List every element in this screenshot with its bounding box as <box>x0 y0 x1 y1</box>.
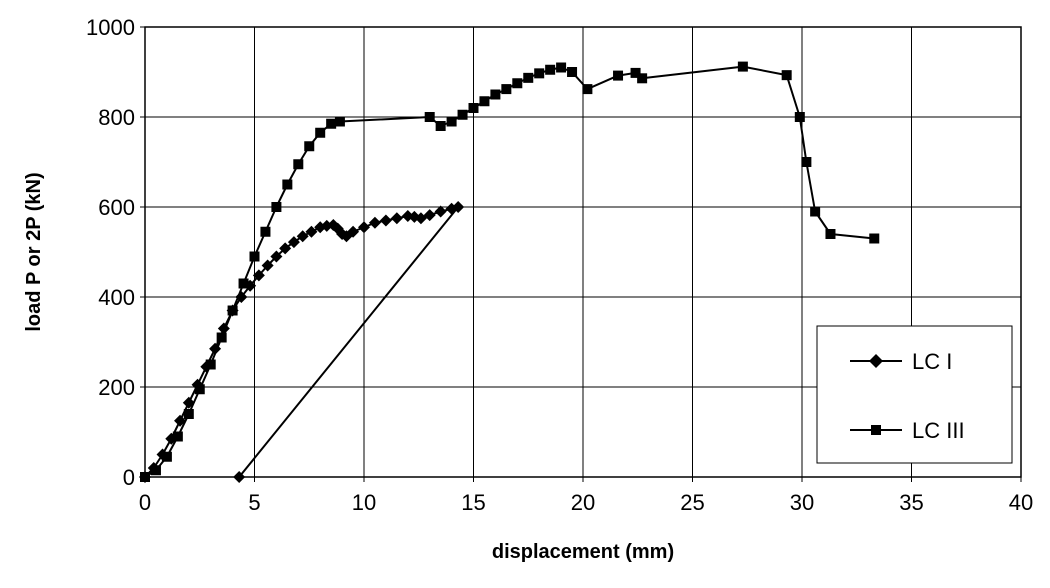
data-point <box>326 118 337 129</box>
x-tick-label: 35 <box>899 490 923 515</box>
data-point <box>252 269 265 282</box>
data-point <box>737 61 748 72</box>
x-tick-label: 0 <box>139 490 151 515</box>
data-point <box>260 226 271 237</box>
x-tick-label: 15 <box>461 490 485 515</box>
data-point <box>296 230 309 243</box>
data-point <box>271 202 282 212</box>
data-point <box>249 251 260 262</box>
data-point <box>172 431 183 442</box>
legend-box <box>816 325 1013 464</box>
data-point <box>490 89 501 100</box>
data-point <box>457 109 468 120</box>
data-point <box>315 127 326 138</box>
data-point <box>567 67 578 77</box>
data-point <box>334 116 345 127</box>
data-point <box>501 84 512 95</box>
x-tick-label: 5 <box>248 490 260 515</box>
data-point <box>293 159 304 170</box>
x-tick-label: 20 <box>571 490 595 515</box>
legend: LC I LC III <box>816 325 1013 464</box>
data-point <box>810 206 821 217</box>
data-point <box>282 179 293 190</box>
data-point <box>523 72 534 83</box>
x-tick-label: 25 <box>680 490 704 515</box>
y-tick-label: 800 <box>98 105 135 130</box>
legend-marker-lc1 <box>869 354 883 368</box>
data-point <box>781 70 792 81</box>
legend-label-lc3: LC III <box>912 418 965 443</box>
data-point <box>287 236 300 249</box>
data-point <box>358 221 370 234</box>
x-tick-label: 30 <box>790 490 814 515</box>
x-tick-label: 40 <box>1009 490 1033 515</box>
data-point <box>801 157 812 167</box>
data-point <box>305 225 318 238</box>
data-point <box>161 451 172 462</box>
x-axis-title: displacement (mm) <box>492 541 674 563</box>
data-point <box>368 216 381 229</box>
data-point <box>435 121 446 131</box>
series-lc-i <box>139 201 465 483</box>
data-point <box>205 359 216 370</box>
data-point <box>582 84 593 95</box>
legend-marker-lc3 <box>871 425 881 435</box>
data-point <box>261 259 274 272</box>
data-point <box>556 62 567 73</box>
data-point <box>227 305 238 316</box>
y-axis-title: load P or 2P (kN) <box>23 172 45 331</box>
series-lc-iii <box>140 61 880 482</box>
legend-label-lc1: LC I <box>912 349 952 374</box>
data-point <box>479 96 490 107</box>
data-point <box>424 112 435 122</box>
data-point <box>216 332 227 343</box>
data-point <box>390 212 403 225</box>
y-tick-label: 0 <box>123 465 135 490</box>
y-tick-label: 600 <box>98 195 135 220</box>
series-layer <box>139 61 880 483</box>
data-point <box>512 78 523 89</box>
data-point <box>434 205 447 218</box>
data-point <box>150 465 161 476</box>
data-point <box>545 64 556 75</box>
data-point <box>637 73 648 84</box>
data-point <box>446 116 457 127</box>
data-point <box>347 225 360 238</box>
data-point <box>630 67 641 78</box>
data-point <box>379 214 392 227</box>
series-line <box>144 206 460 478</box>
data-point <box>238 278 249 289</box>
data-point <box>869 233 880 244</box>
data-point <box>194 384 205 395</box>
data-point <box>534 68 545 79</box>
y-tick-label: 200 <box>98 375 135 400</box>
data-point <box>794 112 805 122</box>
data-point <box>183 409 194 419</box>
data-point <box>270 250 283 263</box>
data-point <box>613 70 624 81</box>
plot-area-frame <box>144 26 1022 478</box>
data-point <box>423 209 436 222</box>
y-tick-label: 400 <box>98 285 135 310</box>
x-tick-label: 10 <box>352 490 376 515</box>
data-point <box>279 242 292 255</box>
data-point <box>825 229 836 239</box>
data-point <box>468 103 479 113</box>
data-point <box>452 201 465 213</box>
y-tick-label: 1000 <box>86 15 135 40</box>
data-point <box>304 141 315 152</box>
